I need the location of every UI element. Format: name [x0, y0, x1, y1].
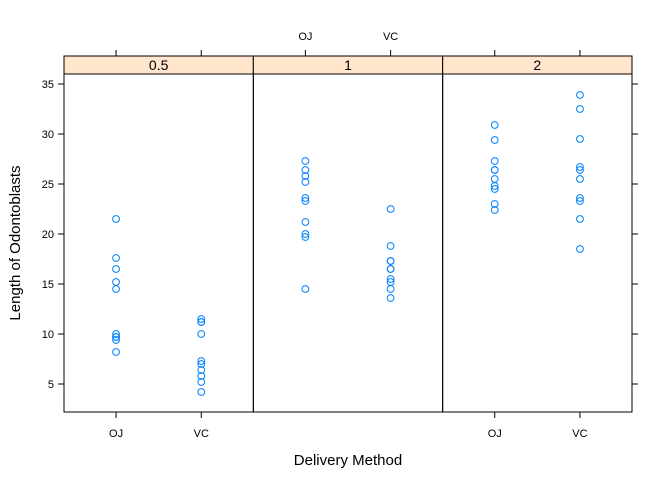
data-point: [112, 278, 120, 286]
data-point: [301, 218, 310, 226]
data-point: [197, 388, 206, 396]
data-point: [301, 172, 310, 180]
x-tick-label-top: OJ: [298, 31, 312, 43]
data-point: [197, 318, 206, 326]
data-point: [197, 330, 206, 338]
data-point: [490, 136, 499, 144]
data-point: [197, 360, 206, 368]
y-axis-title: Length of Odontoblasts: [7, 165, 24, 320]
data-point: [301, 166, 310, 174]
data-point: [301, 197, 310, 205]
y-axis: 5 10 15 20 25 30 35: [42, 79, 638, 391]
data-point: [386, 205, 395, 213]
y-tick-label: 15: [42, 279, 54, 291]
data-point: [112, 348, 120, 356]
data-point: [301, 233, 310, 241]
strip-label: 0.5: [149, 57, 169, 73]
data-point: [301, 157, 310, 165]
panel-frame: [442, 73, 633, 413]
data-point: [386, 285, 395, 293]
panel-3: 2 OJ VC: [442, 50, 633, 440]
data-point: [386, 265, 395, 273]
data-point: [576, 163, 584, 171]
data-point: [576, 245, 584, 253]
data-point: [576, 215, 584, 223]
x-tick-label: OJ: [488, 428, 502, 440]
data-point: [197, 378, 206, 386]
data-point: [576, 91, 584, 99]
data-point: [576, 166, 584, 174]
data-point: [112, 333, 120, 341]
data-point: [112, 265, 120, 273]
data-point: [301, 230, 310, 238]
y-tick-label: 20: [42, 229, 54, 241]
panels-layer: 0.5 OJ VC 1 OJ VC 2 OJ VC: [63, 31, 633, 440]
data-point: [576, 194, 584, 202]
data-point: [576, 197, 584, 205]
data-point: [490, 175, 499, 183]
y-tick-label: 5: [48, 379, 54, 391]
y-tick-label: 10: [42, 329, 54, 341]
data-point: [386, 294, 395, 302]
data-point: [576, 135, 584, 143]
panel-1: 0.5 OJ VC: [63, 50, 254, 440]
data-point: [301, 194, 310, 202]
panel-2: 1 OJ VC: [252, 31, 444, 413]
data-point: [112, 215, 120, 223]
strip-label: 1: [344, 57, 352, 73]
x-tick-label: VC: [572, 428, 587, 440]
data-point: [490, 185, 499, 193]
data-point: [490, 157, 499, 165]
data-point: [490, 166, 499, 174]
data-point: [386, 275, 395, 283]
data-point: [112, 330, 120, 338]
data-point: [490, 206, 499, 214]
data-point: [576, 175, 584, 183]
data-point: [301, 285, 310, 293]
panel-frame: [63, 73, 254, 413]
data-point: [197, 357, 206, 365]
data-point: [197, 315, 206, 323]
data-point: [112, 336, 120, 344]
y-tick-label: 30: [42, 129, 54, 141]
data-point: [112, 285, 120, 293]
y-tick-label: 25: [42, 179, 54, 191]
x-tick-label: VC: [194, 428, 209, 440]
data-point: [197, 372, 206, 380]
data-point: [576, 105, 584, 113]
data-point: [490, 200, 499, 208]
panel-frame: [252, 73, 444, 413]
data-point: [301, 178, 310, 186]
x-axis-title: Delivery Method: [294, 452, 402, 469]
data-point: [197, 366, 206, 374]
x-tick-label-top: VC: [383, 31, 398, 43]
y-tick-label: 35: [42, 79, 54, 91]
data-point: [112, 254, 120, 262]
data-point: [386, 257, 395, 265]
data-point: [490, 182, 499, 190]
data-point: [490, 121, 499, 129]
strip-label: 2: [533, 57, 541, 73]
x-tick-label: OJ: [109, 428, 123, 440]
data-point: [386, 242, 395, 250]
